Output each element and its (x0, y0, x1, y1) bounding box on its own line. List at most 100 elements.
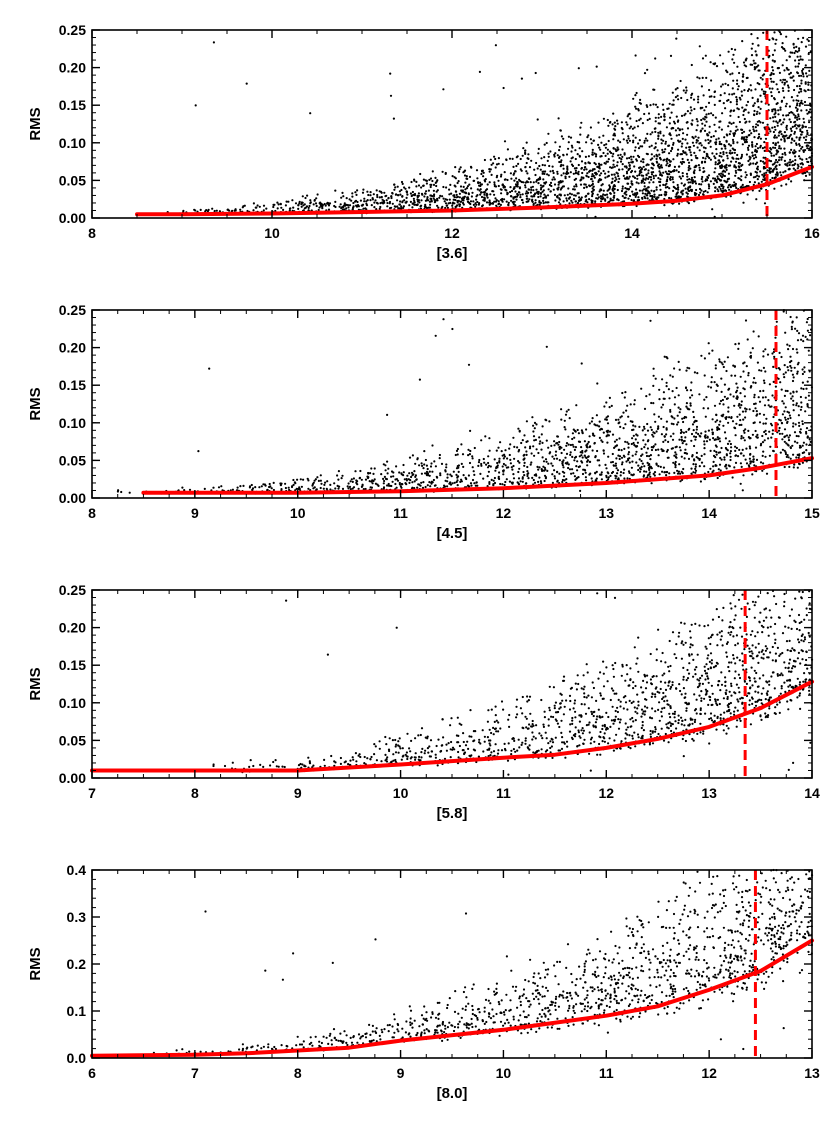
scatter-point (770, 80, 773, 83)
scatter-point (520, 441, 523, 445)
scatter-point (803, 121, 806, 124)
scatter-point (798, 102, 802, 105)
scatter-point (462, 185, 465, 188)
scatter-point (690, 154, 693, 157)
scatter-point (715, 141, 718, 144)
scatter-point (613, 187, 616, 191)
scatter-point (696, 146, 699, 149)
scatter-point (530, 188, 533, 191)
scatter-point (351, 192, 354, 195)
scatter-point (411, 454, 414, 457)
scatter-points (116, 309, 814, 495)
scatter-point (351, 480, 354, 483)
scatter-point (769, 130, 772, 133)
scatter-point (369, 191, 372, 194)
scatter-point (398, 203, 401, 206)
scatter-point (610, 151, 613, 155)
scatter-point (634, 105, 637, 108)
scatter-point (789, 51, 792, 54)
scatter-point (701, 180, 704, 183)
scatter-point (526, 470, 529, 473)
scatter-point (735, 171, 738, 174)
scatter-point (478, 184, 481, 187)
scatter-point (772, 365, 775, 368)
scatter-point (642, 425, 646, 428)
scatter-point (516, 446, 519, 449)
scatter-point (690, 159, 693, 162)
scatter-point (728, 416, 731, 419)
scatter-point (693, 176, 696, 179)
scatter-point (698, 169, 701, 172)
scatter-point (659, 158, 662, 161)
scatter-point (790, 96, 794, 99)
scatter-point (466, 196, 469, 199)
scatter-point (768, 38, 771, 42)
scatter-point (792, 403, 795, 406)
scatter-point (745, 153, 749, 156)
scatter-point (788, 55, 792, 58)
scatter-point (794, 150, 797, 153)
scatter-point (573, 194, 576, 197)
scatter-point (729, 455, 732, 458)
scatter-point (505, 466, 508, 469)
scatter-point (777, 429, 781, 432)
scatter-point (446, 198, 449, 201)
scatter-point (542, 178, 545, 181)
scatter-point (689, 106, 692, 109)
scatter-point (657, 131, 660, 134)
scatter-point (640, 447, 643, 450)
scatter-point (591, 182, 595, 186)
scatter-point (473, 473, 476, 476)
scatter-point (637, 182, 640, 185)
scatter-point (589, 126, 593, 129)
scatter-point (499, 203, 502, 206)
scatter-point (282, 208, 285, 211)
scatter-point (656, 149, 659, 152)
scatter-point (794, 59, 797, 62)
scatter-point (777, 91, 781, 94)
scatter-point (753, 102, 756, 105)
scatter-point (734, 174, 737, 177)
scatter-point (788, 111, 791, 115)
scatter-point (783, 118, 786, 121)
scatter-point (787, 369, 790, 372)
scatter-point (809, 102, 812, 105)
scatter-point (415, 185, 418, 188)
scatter-point (623, 165, 627, 168)
scatter-point (667, 144, 670, 147)
scatter-point (413, 201, 416, 204)
scatter-point (784, 406, 787, 409)
scatter-point (806, 329, 810, 332)
scatter-point (529, 181, 532, 184)
scatter-point (413, 178, 416, 181)
scatter-point (685, 191, 688, 194)
scatter-point (688, 148, 691, 151)
scatter-point (775, 136, 778, 139)
scatter-point (595, 153, 598, 156)
scatter-point (703, 161, 707, 164)
scatter-point (550, 444, 553, 447)
scatter-point (775, 320, 778, 323)
scatter-point (736, 455, 740, 458)
scatter-point (611, 452, 614, 456)
scatter-point (718, 120, 721, 123)
scatter-point (655, 186, 658, 189)
scatter-point (215, 209, 218, 212)
x-tick-label: 14 (624, 225, 640, 241)
scatter-point (583, 168, 586, 171)
scatter-point (791, 373, 795, 376)
scatter-point (804, 64, 807, 67)
scatter-point (727, 177, 731, 180)
scatter-point (598, 167, 601, 170)
scatter-point (535, 188, 538, 191)
scatter-point (697, 98, 700, 101)
scatter-point (783, 376, 786, 379)
scatter-point (707, 342, 710, 345)
scatter-point (773, 136, 776, 139)
scatter-point (495, 204, 498, 207)
scatter-point (657, 465, 660, 468)
scatter-point (206, 210, 209, 213)
scatter-point (297, 204, 300, 207)
scatter-point (648, 117, 651, 120)
scatter-point (532, 430, 535, 433)
